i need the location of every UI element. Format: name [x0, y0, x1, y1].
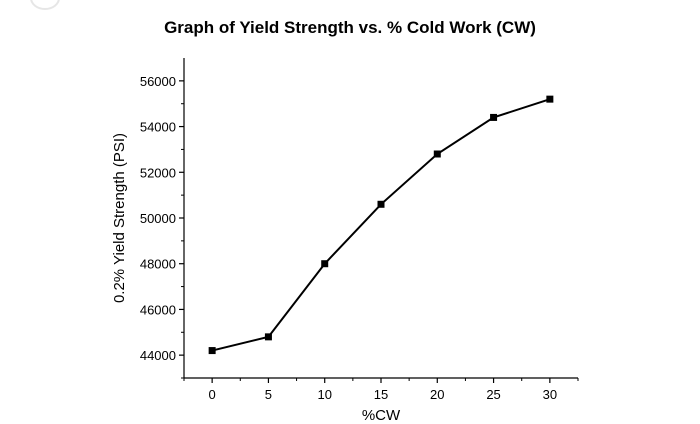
x-axis-label: %CW [362, 407, 401, 424]
x-tick-label: 5 [265, 387, 272, 402]
data-point [264, 333, 272, 341]
x-tick-label: 0 [209, 387, 216, 402]
y-tick-label: 46000 [140, 302, 176, 317]
markers-group [208, 95, 554, 355]
x-tick-label: 30 [543, 387, 557, 402]
y-tick-label: 56000 [140, 74, 176, 89]
x-tick-label: 25 [486, 387, 500, 402]
y-tick-label: 54000 [140, 120, 176, 135]
x-tick-label: 20 [430, 387, 444, 402]
chart-title: Graph of Yield Strength vs. % Cold Work … [164, 18, 536, 37]
data-point [208, 347, 216, 355]
y-ticks-group: 44000 46000 48000 50000 52000 54000 56000 [140, 74, 184, 379]
y-tick-label: 44000 [140, 348, 176, 363]
y-tick-label: 50000 [140, 211, 176, 226]
data-point [321, 260, 329, 268]
data-point [377, 200, 385, 208]
series-line [211, 98, 551, 352]
data-point [490, 113, 498, 121]
x-tick-label: 15 [374, 387, 388, 402]
data-point [546, 95, 554, 103]
data-point [433, 150, 441, 158]
x-tick-label: 10 [317, 387, 331, 402]
y-tick-label: 52000 [140, 165, 176, 180]
y-axis-label: 0.2% Yield Strength (PSI) [111, 133, 128, 303]
x-ticks-group: 0 5 10 15 20 25 30 [183, 378, 579, 402]
y-tick-label: 48000 [140, 257, 176, 272]
